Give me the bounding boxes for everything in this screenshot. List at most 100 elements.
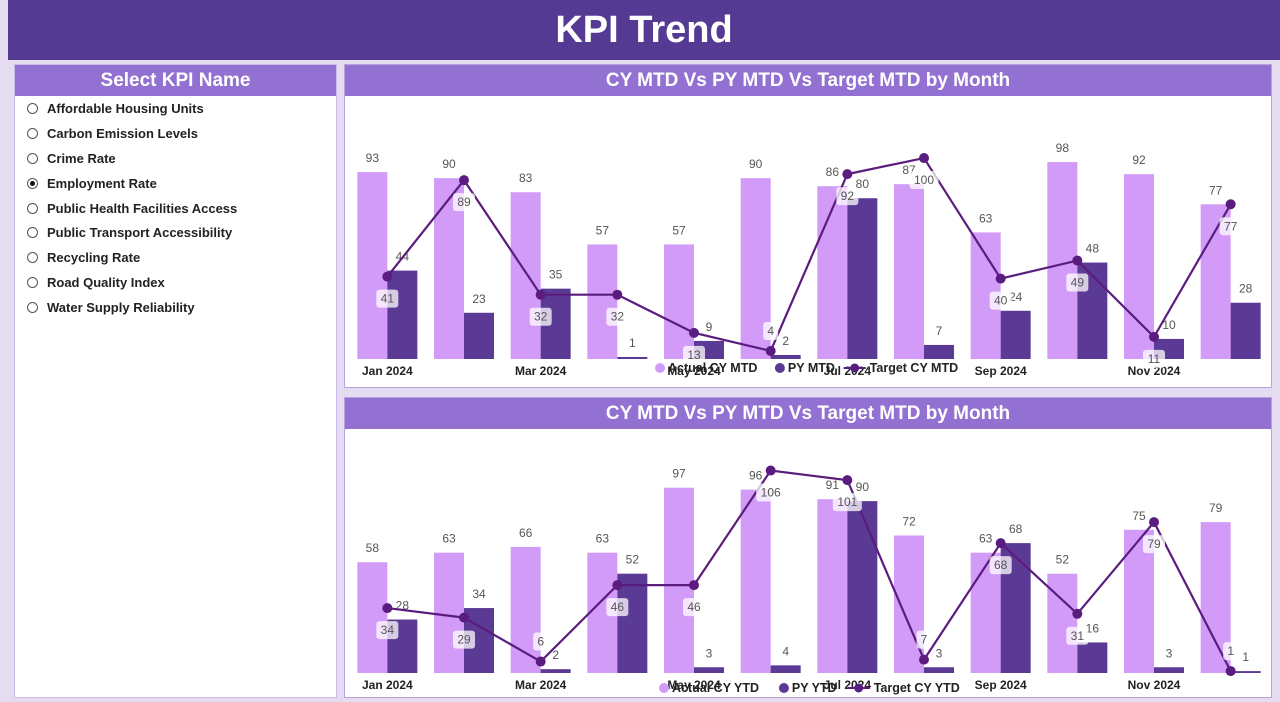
radio-icon[interactable] — [27, 127, 38, 139]
label-text: 106 — [761, 486, 781, 500]
py-bar[interactable] — [540, 669, 571, 673]
legend-item[interactable]: Actual CY MTD — [655, 361, 757, 375]
target-point[interactable] — [1225, 199, 1236, 210]
target-point[interactable] — [1149, 517, 1159, 528]
py-bar[interactable] — [694, 667, 724, 673]
target-point[interactable] — [459, 612, 469, 623]
py-bar[interactable] — [1230, 671, 1261, 673]
actual-bar[interactable] — [664, 487, 694, 673]
label-background — [1143, 349, 1165, 368]
py-bar[interactable] — [847, 501, 878, 673]
label-background — [533, 632, 549, 651]
actual-bar[interactable] — [357, 172, 388, 359]
radio-icon[interactable] — [27, 302, 38, 314]
radio-icon[interactable] — [27, 177, 38, 189]
py-bar[interactable] — [770, 354, 801, 359]
legend-item[interactable]: Target CY YTD — [847, 681, 960, 695]
actual-bar[interactable] — [510, 192, 541, 359]
actual-data-label: 83 — [519, 171, 533, 185]
slicer-item-carbon-emission-levels[interactable]: Carbon Emission Levels — [15, 121, 336, 146]
x-tick-label: May 2024 — [667, 364, 721, 378]
radio-icon[interactable] — [27, 227, 38, 239]
target-point[interactable] — [919, 153, 929, 164]
slicer-item-public-transport-accessibility[interactable]: Public Transport Accessibility — [15, 220, 336, 245]
py-bar[interactable] — [924, 344, 954, 359]
legend-label: PY MTD — [788, 361, 835, 375]
target-point[interactable] — [842, 169, 853, 180]
label-background — [453, 193, 475, 212]
target-point[interactable] — [535, 289, 546, 300]
actual-bar[interactable] — [894, 535, 924, 673]
target-point[interactable] — [1225, 666, 1236, 677]
actual-bar[interactable] — [587, 244, 618, 359]
py-bar[interactable] — [1000, 310, 1031, 359]
label-background — [606, 307, 629, 326]
py-bar[interactable] — [464, 312, 494, 359]
py-bar[interactable] — [1230, 302, 1261, 359]
target-point[interactable] — [1072, 608, 1083, 619]
py-bar[interactable] — [1077, 642, 1108, 673]
radio-icon[interactable] — [27, 202, 38, 214]
target-point[interactable] — [459, 175, 469, 186]
target-point[interactable] — [1149, 331, 1159, 342]
label-text: 77 — [1224, 219, 1238, 233]
actual-bar[interactable] — [434, 552, 464, 673]
actual-bar[interactable] — [664, 244, 694, 359]
target-point[interactable] — [842, 475, 853, 486]
target-point[interactable] — [995, 538, 1006, 549]
slicer-item-public-health-facilities-access[interactable]: Public Health Facilities Access — [15, 196, 336, 221]
py-bar[interactable] — [617, 573, 648, 673]
label-background — [989, 291, 1012, 310]
radio-icon[interactable] — [27, 277, 38, 289]
actual-bar[interactable] — [894, 184, 924, 359]
target-point[interactable] — [382, 271, 393, 282]
label-text: 13 — [687, 348, 701, 362]
label-background — [1219, 217, 1242, 236]
legend-item[interactable]: Target CY MTD — [843, 361, 958, 375]
actual-bar[interactable] — [1047, 573, 1078, 673]
actual-bar[interactable] — [1124, 174, 1154, 359]
legend-label: PY YTD — [792, 681, 837, 695]
slicer-item-road-quality-index[interactable]: Road Quality Index — [15, 270, 336, 295]
py-bar[interactable] — [847, 198, 878, 359]
target-point[interactable] — [995, 273, 1006, 284]
legend-item[interactable]: Actual CY YTD — [659, 681, 759, 695]
target-point[interactable] — [382, 603, 393, 614]
actual-bar[interactable] — [1047, 162, 1078, 359]
py-data-label: 35 — [549, 268, 563, 282]
py-bar[interactable] — [617, 356, 648, 359]
radio-icon[interactable] — [27, 252, 38, 264]
py-data-label: 34 — [472, 587, 486, 601]
actual-bar[interactable] — [740, 489, 771, 673]
actual-bar[interactable] — [817, 499, 848, 673]
target-point[interactable] — [612, 289, 623, 300]
target-point[interactable] — [1072, 255, 1083, 266]
py-bar[interactable] — [387, 270, 418, 359]
slicer-item-employment-rate[interactable]: Employment Rate — [15, 171, 336, 196]
slicer-item-recycling-rate[interactable]: Recycling Rate — [15, 245, 336, 270]
target-point[interactable] — [765, 345, 776, 356]
slicer-item-label: Public Transport Accessibility — [47, 225, 233, 241]
target-point[interactable] — [612, 580, 623, 591]
target-data-label: 41 — [376, 289, 399, 308]
target-point[interactable] — [689, 327, 699, 338]
py-data-label: 3 — [1166, 646, 1173, 660]
py-bar[interactable] — [1154, 667, 1184, 673]
actual-bar[interactable] — [817, 186, 848, 359]
actual-bar[interactable] — [357, 562, 388, 673]
slicer-item-crime-rate[interactable]: Crime Rate — [15, 146, 336, 171]
target-point[interactable] — [919, 654, 929, 665]
py-bar[interactable] — [924, 667, 954, 673]
target-point[interactable] — [765, 465, 776, 476]
actual-data-label: 57 — [672, 223, 686, 237]
target-point[interactable] — [535, 656, 546, 667]
slicer-item-water-supply-reliability[interactable]: Water Supply Reliability — [15, 295, 336, 320]
radio-icon[interactable] — [27, 102, 38, 114]
target-point[interactable] — [689, 580, 699, 591]
slicer-item-affordable-housing-units[interactable]: Affordable Housing Units — [15, 96, 336, 121]
legend-item[interactable]: PY MTD — [774, 361, 835, 375]
py-bar[interactable] — [770, 665, 801, 673]
legend-item[interactable]: PY YTD — [778, 681, 837, 695]
label-background — [1066, 626, 1089, 645]
radio-icon[interactable] — [27, 152, 38, 164]
